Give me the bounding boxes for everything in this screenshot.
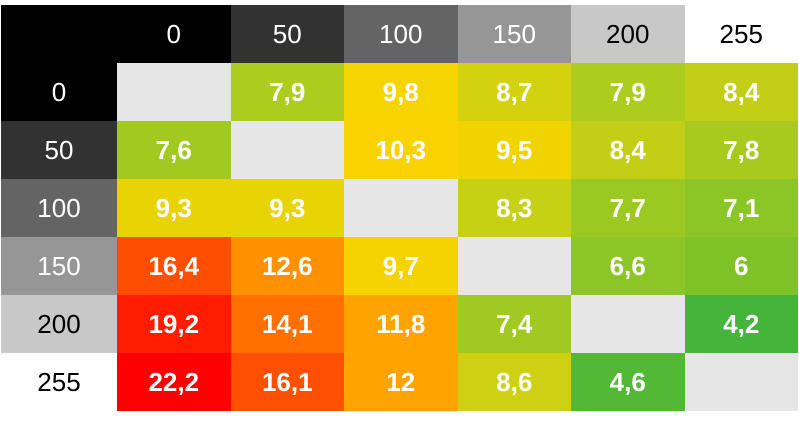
- row-header: 100: [1, 179, 117, 237]
- heatmap-cell: 10,3: [344, 121, 458, 179]
- heatmap-cell: 4,6: [571, 353, 685, 411]
- heatmap-cell: 14,1: [230, 295, 344, 353]
- heatmap-cell: 19,2: [117, 295, 231, 353]
- heatmap-cell: 9,5: [457, 121, 571, 179]
- row-header: 50: [1, 121, 117, 179]
- column-header: 50: [230, 5, 344, 63]
- heatmap-cell: 22,2: [117, 353, 231, 411]
- heatmap-cell: 12,6: [230, 237, 344, 295]
- heatmap-cell: 8,6: [457, 353, 571, 411]
- row-header: 255: [1, 353, 117, 411]
- heatmap-cell: 16,4: [117, 237, 231, 295]
- heatmap-cell: 8,7: [457, 63, 571, 121]
- heatmap-cell: 7,9: [230, 63, 344, 121]
- column-header: 200: [571, 5, 685, 63]
- heatmap-cell: 11,8: [344, 295, 458, 353]
- diagonal-cell: [684, 353, 798, 411]
- diagonal-cell: [457, 237, 571, 295]
- diagonal-cell: [117, 63, 231, 121]
- heatmap-chart: 0 50 100 150 200 255 0 7,9 9,8 8,7 7,9 8,4 50 7,6 10,3…: [1, 5, 798, 411]
- heatmap-cell: 9,3: [230, 179, 344, 237]
- heatmap-cell: 9,7: [344, 237, 458, 295]
- row-header: 0: [1, 63, 117, 121]
- heatmap-cell: 9,3: [117, 179, 231, 237]
- heatmap-cell: 6: [684, 237, 798, 295]
- heatmap-cell: 7,9: [571, 63, 685, 121]
- column-header: 255: [684, 5, 798, 63]
- heatmap-cell: 8,4: [571, 121, 685, 179]
- diagonal-cell: [571, 295, 685, 353]
- heatmap-cell: 7,8: [684, 121, 798, 179]
- diagonal-cell: [344, 179, 458, 237]
- column-header: 150: [457, 5, 571, 63]
- heatmap-cell: 7,6: [117, 121, 231, 179]
- heatmap-cell: 8,4: [684, 63, 798, 121]
- heatmap-cell: 8,3: [457, 179, 571, 237]
- column-header: 0: [117, 5, 231, 63]
- corner-cell: [1, 5, 117, 63]
- row-header: 150: [1, 237, 117, 295]
- heatmap-cell: 9,8: [344, 63, 458, 121]
- heatmap-cell: 16,1: [230, 353, 344, 411]
- row-header: 200: [1, 295, 117, 353]
- heatmap-cell: 7,1: [684, 179, 798, 237]
- heatmap-cell: 12: [344, 353, 458, 411]
- heatmap-cell: 7,7: [571, 179, 685, 237]
- heatmap-cell: 6,6: [571, 237, 685, 295]
- heatmap-cell: 7,4: [457, 295, 571, 353]
- diagonal-cell: [230, 121, 344, 179]
- column-header: 100: [344, 5, 458, 63]
- heatmap-cell: 4,2: [684, 295, 798, 353]
